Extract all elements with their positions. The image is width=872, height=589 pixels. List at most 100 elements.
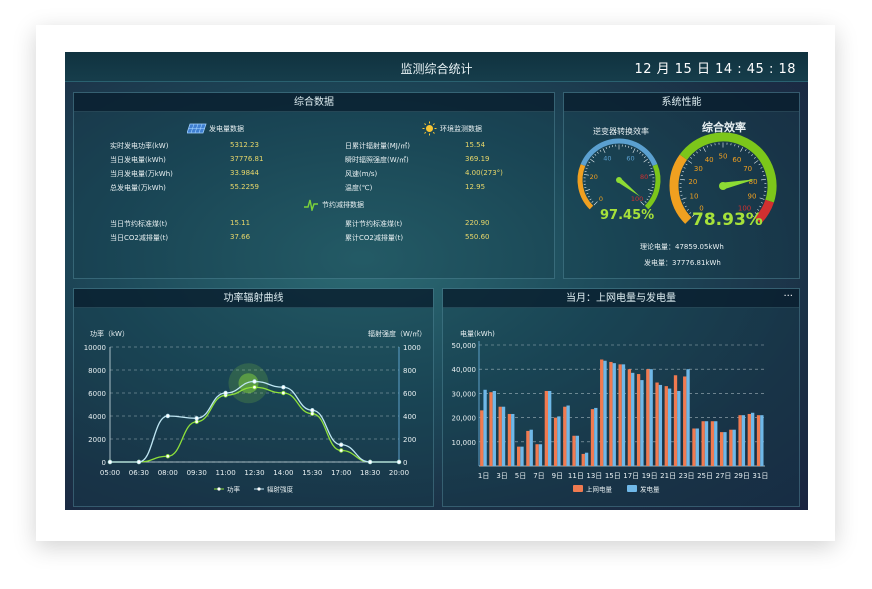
- gauge-tick-label: 10: [690, 192, 699, 200]
- gauge1-title: 逆变器转换效率: [593, 127, 649, 136]
- bar: [714, 421, 718, 466]
- bar: [646, 369, 650, 466]
- power-section-title: 发电量数据: [209, 125, 244, 133]
- save-value: 15.11: [230, 219, 251, 227]
- gauge-tick-label: 60: [732, 156, 741, 164]
- bar: [507, 413, 512, 466]
- legend-label: 辐射强度: [267, 485, 294, 494]
- more-options-button[interactable]: ···: [783, 291, 793, 302]
- data-point: [165, 454, 170, 459]
- gauge-tick: [754, 212, 757, 214]
- bar: [756, 415, 761, 466]
- gauge-tick: [757, 209, 760, 211]
- left-tick-label: 10000: [84, 344, 106, 352]
- gauge-tick: [681, 197, 687, 200]
- x-tick-label: 17日: [623, 472, 639, 480]
- performance-panel-title: 系统性能: [564, 93, 799, 112]
- gauge-tick: [585, 189, 591, 192]
- bar: [692, 428, 696, 466]
- gauge1-value: 97.45%: [600, 208, 655, 223]
- bar: [723, 432, 727, 466]
- gauge-tick: [692, 213, 696, 217]
- gauge-tick: [589, 198, 592, 201]
- bar: [750, 412, 755, 466]
- gauge-tick: [649, 164, 652, 167]
- gauge-tick: [632, 148, 636, 153]
- data-point: [367, 459, 373, 465]
- gauge-tick-label: 80: [640, 173, 648, 181]
- legend-label: 上网电量: [586, 485, 613, 494]
- save-label: 当日CO2减排量(t): [110, 234, 169, 242]
- right-tick-label: 600: [403, 390, 416, 398]
- bar: [683, 376, 687, 466]
- env-value: 15.54: [465, 141, 486, 149]
- theory-energy: 理论电量：47859.05kWh: [640, 243, 724, 251]
- y-tick-label: 20,000: [452, 415, 477, 423]
- bar: [483, 389, 487, 466]
- performance-panel: 系统性能 逆变器转换效率 综合效率 0 20 40 60 80 100 0 10 20 30 40…: [563, 92, 800, 279]
- bar: [649, 369, 653, 466]
- gauge-tick: [583, 174, 589, 176]
- monthly-energy-chart: 50,000 40,000 30,000 20,000 10,000 1日 3日 5日 7日 9日…: [452, 341, 768, 494]
- gauge-tick: [639, 151, 641, 154]
- gauge-tick: [737, 145, 740, 148]
- data-point: [107, 459, 113, 465]
- x-tick-label: 31日: [752, 472, 768, 480]
- data-point: [281, 390, 286, 396]
- x-tick-label: 27日: [716, 472, 732, 480]
- bar: [557, 416, 561, 466]
- env-label: 风速(m/s): [345, 170, 378, 178]
- x-tick-label: 21日: [660, 472, 676, 480]
- bar: [741, 415, 746, 466]
- save-label: 累计CO2减排量(t): [345, 234, 404, 242]
- bar: [526, 430, 530, 466]
- gauge-tick: [649, 193, 652, 195]
- bar: [603, 360, 607, 466]
- env-value: 12.95: [465, 183, 486, 191]
- x-tick-label: 11日: [568, 472, 584, 480]
- gauge-tick: [681, 170, 685, 173]
- bar: [584, 452, 589, 466]
- gauge-tick: [588, 161, 591, 164]
- left-tick-label: 2000: [88, 436, 106, 444]
- gauge-tick: [590, 158, 595, 163]
- bar: [760, 415, 764, 466]
- left-tick-label: 8000: [88, 367, 106, 375]
- bar: [529, 429, 533, 466]
- gauge-tick: [759, 205, 762, 208]
- y-tick-label: 30,000: [452, 390, 477, 398]
- gauge-tick-label: 0: [699, 205, 703, 213]
- bar: [747, 413, 751, 466]
- x-tick-label: 19日: [642, 472, 658, 480]
- gauge-arc: [577, 164, 594, 210]
- bar: [520, 446, 524, 466]
- gauge-tick: [608, 145, 610, 148]
- right-tick-label: 1000: [403, 344, 421, 352]
- gauge-tick: [631, 146, 633, 149]
- inverter-efficiency-gauge: 0 20 40 60 80 100: [577, 138, 661, 210]
- left-tick-label: 4000: [88, 413, 106, 421]
- bar: [553, 417, 558, 466]
- gauge-tick: [648, 195, 651, 198]
- gauge-tick: [585, 167, 588, 169]
- bar: [566, 405, 570, 466]
- save-label: 当日节约标准煤(t): [110, 220, 168, 228]
- gauge-tick: [686, 209, 689, 211]
- gauge-tick-label: 60: [626, 154, 634, 162]
- gauge-tick: [758, 163, 761, 166]
- data-point: [194, 416, 199, 421]
- gauge-tick-label: 20: [688, 178, 697, 186]
- save-value: 220.90: [465, 219, 490, 227]
- gauge-tick: [740, 147, 744, 152]
- gauge-tick: [687, 160, 693, 164]
- top-bar: 监测综合统计 12 月 15 日 14 : 45 : 18: [65, 52, 808, 82]
- bar: [664, 386, 668, 466]
- bar: [640, 380, 644, 466]
- gauge-tick: [628, 145, 630, 148]
- save-section-title: 节约减排数据: [322, 201, 364, 209]
- left-axis-label: 功率（kW）: [90, 330, 129, 338]
- bar: [517, 446, 521, 466]
- gauge-tick: [693, 154, 695, 156]
- gauge-tick: [748, 151, 750, 154]
